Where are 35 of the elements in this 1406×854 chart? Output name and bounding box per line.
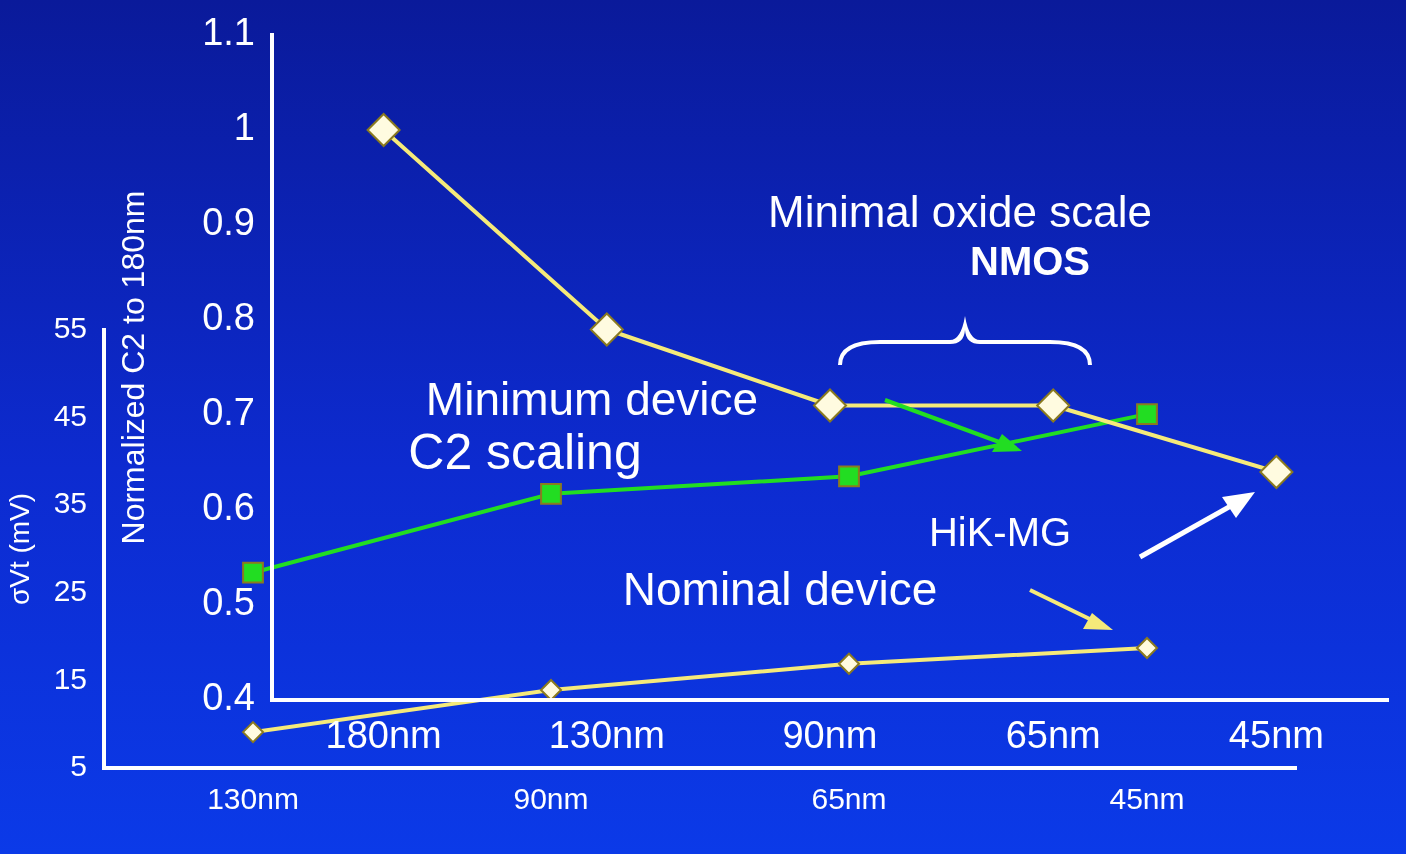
annotation: Minimum device [425, 372, 759, 425]
y-tick-label: 25 [53, 574, 87, 608]
annotation: C2 scaling [408, 423, 642, 480]
y-tick-label: 0.5 [202, 581, 255, 624]
y-tick-label: 0.8 [202, 296, 255, 339]
y-tick-label: 35 [53, 486, 87, 520]
x-tick-label: 90nm [513, 782, 589, 816]
x-tick-label: 45nm [1109, 782, 1185, 816]
annotation: Nominal device [622, 562, 938, 615]
annotation: NMOS [970, 239, 1090, 284]
point [1136, 403, 1158, 425]
y-tick-label: 5 [70, 749, 87, 783]
x-tick-label: 130nm [207, 782, 299, 816]
x-tick-label: 130nm [548, 714, 665, 757]
y-tick-label: 0.6 [202, 486, 255, 529]
y-tick-label: 45 [53, 398, 87, 432]
y-tick-label: 55 [53, 311, 87, 345]
point [838, 465, 860, 488]
y-tick-label: 1 [233, 106, 255, 149]
point [540, 482, 562, 505]
point [242, 561, 264, 584]
y-axis-title: σVt (mV) [3, 492, 35, 606]
y-tick-label: 0.4 [202, 676, 255, 719]
x-tick-label: 65nm [1005, 714, 1101, 757]
y-tick-label: 1.1 [202, 11, 255, 54]
annotation: HiK-MG [928, 510, 1072, 555]
x-tick-label: 65nm [811, 782, 887, 816]
y-axis-title: Normalized C2 to 180nm [115, 190, 152, 545]
x-tick-label: 90nm [782, 714, 878, 757]
annotation: Minimal oxide scale [768, 187, 1152, 237]
x-tick-label: 45nm [1228, 714, 1324, 757]
y-tick-label: 15 [53, 661, 87, 695]
x-tick-label: 180nm [325, 714, 442, 757]
y-tick-label: 0.9 [202, 201, 255, 244]
y-tick-label: 0.7 [202, 391, 255, 434]
